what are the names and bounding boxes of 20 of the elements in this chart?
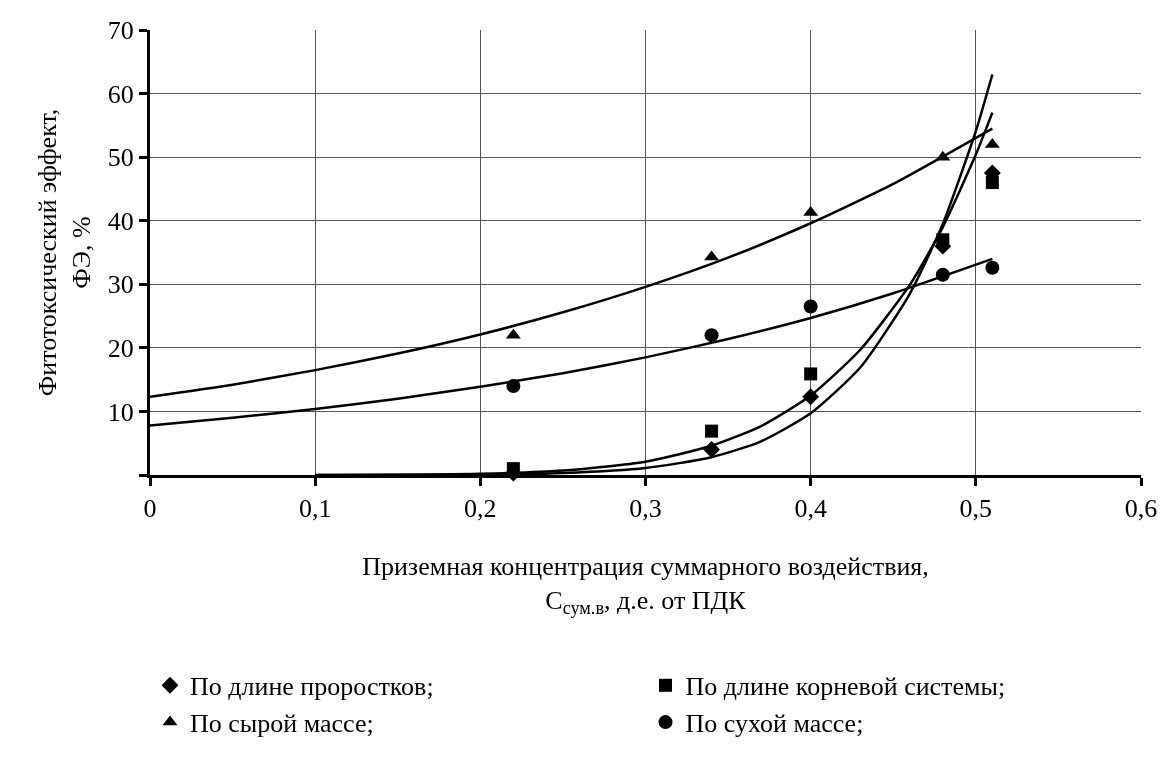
y-tick-label: 20 xyxy=(107,333,134,363)
x-axis-title: Приземная концентрация суммарного воздействия, C$_{сум.в}$, д.е. от ПДК xyxy=(362,551,929,619)
x-tick-label: 0 xyxy=(143,494,157,524)
x-tick-label: 0,1 xyxy=(298,494,332,524)
y-tick-label: 30 xyxy=(107,270,134,300)
x-tick-label: 0,2 xyxy=(464,494,497,524)
y-tick-label: 40 xyxy=(107,206,134,236)
legend-label: По сырой массе; xyxy=(190,709,374,739)
y-axis-title: Фитотоксический эффект, ФЭ, % xyxy=(33,108,97,397)
x-tick-label: 0,4 xyxy=(794,494,827,524)
legend-label: По сухой массе; xyxy=(685,709,864,739)
x-tick-label: 0,6 xyxy=(1124,494,1158,524)
y-tick-label: 70 xyxy=(107,16,134,46)
y-tick-label: 10 xyxy=(107,397,134,427)
x-tick-label: 0,3 xyxy=(629,494,662,524)
legend-label: По длине корневой системы; xyxy=(685,672,1006,702)
y-tick-label: 60 xyxy=(107,79,134,109)
x-tick-label: 0,5 xyxy=(959,494,993,524)
y-tick-label: 50 xyxy=(107,143,134,173)
legend-label: По длине проростков; xyxy=(190,672,434,702)
